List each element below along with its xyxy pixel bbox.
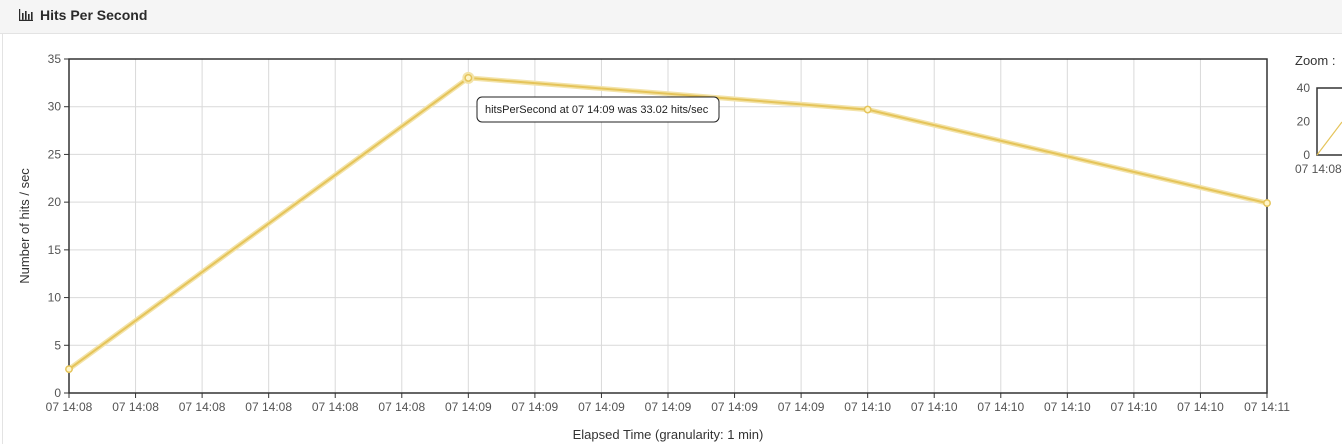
chart-tooltip: hitsPerSecond at 07 14:09 was 33.02 hits… [476,96,720,123]
x-tick-label: 07 14:08 [245,400,292,414]
y-tick-label: 30 [48,100,62,114]
x-tick-label: 07 14:09 [578,400,625,414]
y-tick-label: 35 [48,52,62,66]
x-tick-label: 07 14:08 [112,400,159,414]
x-tick-label: 07 14:08 [179,400,226,414]
y-tick-label: 10 [48,291,62,305]
y-axis-title: Number of hits / sec [17,168,32,284]
panel-title: Hits Per Second [19,7,147,23]
x-tick-label: 07 14:10 [1111,400,1158,414]
x-tick-label: 07 14:10 [977,400,1024,414]
x-tick-label: 07 14:09 [711,400,758,414]
x-tick-label: 07 14:08 [46,400,93,414]
zoom-series-line [1316,121,1342,156]
x-tick-label: 07 14:09 [512,400,559,414]
x-tick-label: 07 14:10 [844,400,891,414]
x-axis-ticks: 07 14:08 07 14:08 07 14:08 07 14:08 07 14:08… [46,393,1290,414]
zoom-overview[interactable]: Zoom : 0 20 40 07 14:08 [1295,53,1342,176]
x-axis-title: Elapsed Time (granularity: 1 min) [573,427,764,442]
zoom-y-tick-label: 20 [1297,115,1311,129]
y-tick-label: 15 [48,243,62,257]
panel-header: Hits Per Second [0,0,1342,34]
y-tick-label: 20 [48,195,62,209]
x-tick-label: 07 14:08 [378,400,425,414]
x-tick-label: 07 14:09 [445,400,492,414]
y-tick-label: 0 [54,386,61,400]
panel-body [2,34,1342,444]
x-tick-label: 07 14:10 [911,400,958,414]
data-point[interactable] [65,365,73,374]
data-point[interactable] [863,105,872,114]
y-tick-label: 25 [48,147,62,161]
zoom-x-tick-label: 07 14:08 [1295,162,1342,176]
zoom-y-tick-label: 40 [1297,81,1311,95]
panel-title-text: Hits Per Second [40,7,148,23]
y-tick-label: 5 [54,338,61,352]
x-tick-label: 07 14:10 [1177,400,1224,414]
zoom-label: Zoom : [1295,53,1335,68]
data-point[interactable] [1263,199,1271,208]
series-line-hitsPerSecond[interactable] [68,76,1268,370]
data-point[interactable] [464,73,473,82]
x-tick-label: 07 14:09 [778,400,825,414]
x-tick-label: 07 14:09 [645,400,692,414]
bar-chart-icon [19,9,33,21]
tooltip-text: hitsPerSecond at 07 14:09 was 33.02 hits… [485,104,709,116]
x-tick-label: 07 14:10 [1044,400,1091,414]
zoom-y-tick-label: 0 [1303,148,1310,162]
x-tick-label: 07 14:11 [1244,400,1290,414]
y-axis-ticks: 0 5 10 15 20 25 30 35 [48,52,69,400]
x-tick-label: 07 14:08 [312,400,359,414]
tooltip-box [476,96,720,123]
zoom-y-ticks: 0 20 40 [1297,81,1311,162]
zoom-frame[interactable] [1316,87,1342,156]
series-layer[interactable] [65,71,1271,374]
